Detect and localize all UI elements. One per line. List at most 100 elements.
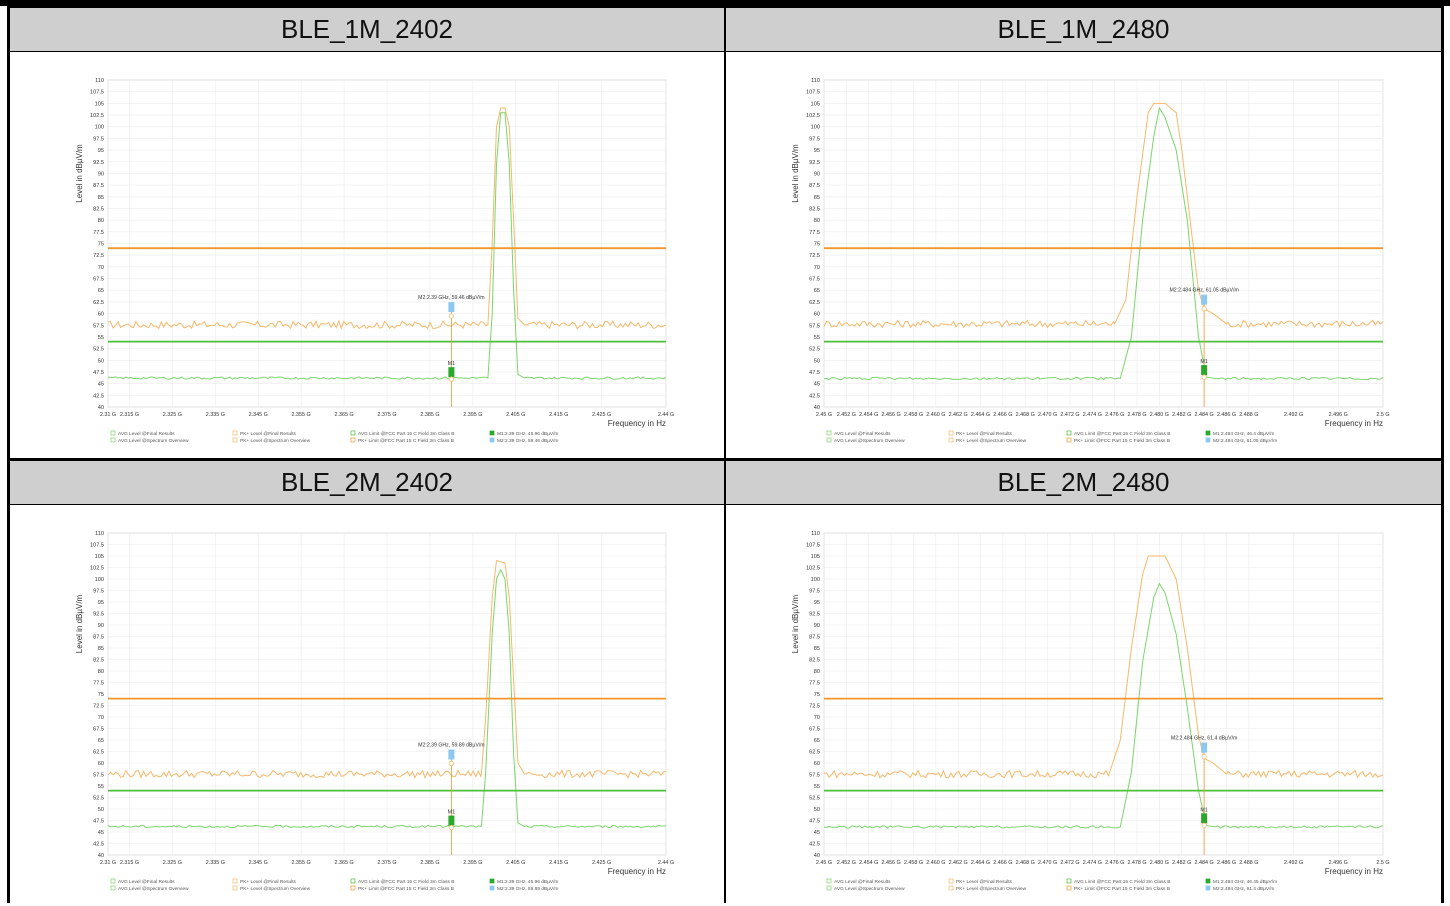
x-tick-label: 2.496 G: [1329, 860, 1348, 866]
y-tick-label: 72.5: [93, 704, 104, 710]
legend-swatch: [949, 886, 953, 890]
y-tick-label: 60: [814, 761, 820, 767]
m2-point: [449, 761, 453, 765]
legend-entry: AVG Limit @FCC Part 15 C Field 3m Class …: [1074, 879, 1170, 885]
y-tick-label: 40: [814, 853, 820, 859]
legend-swatch: [1067, 438, 1071, 442]
legend-swatch: [111, 886, 115, 890]
m2-marker: [448, 750, 454, 760]
legend-entry: PK+ Limit @FCC Part 15 C Field 3m Class …: [358, 886, 454, 892]
y-tick-label: 70: [814, 265, 820, 271]
x-tick-label: 2.466 G: [993, 412, 1012, 418]
y-tick-label: 47.5: [93, 819, 104, 825]
legend-swatch: [949, 438, 953, 442]
m2-label: M2:2.484 GHz, 61.4 dBµV/m: [1171, 736, 1237, 742]
y-tick-label: 47.5: [809, 370, 820, 376]
legend-swatch: [490, 438, 494, 442]
y-tick-label: 77.5: [809, 681, 820, 687]
x-tick-label: 2.470 G: [1038, 860, 1057, 866]
y-tick-label: 65: [814, 288, 820, 294]
y-tick-label: 95: [98, 148, 104, 154]
y-tick-label: 62.5: [93, 750, 104, 756]
m2-label: M2:2.484 GHz, 61.05 dBµV/m: [1169, 288, 1238, 294]
y-tick-label: 90: [98, 171, 104, 177]
y-tick-label: 60: [814, 312, 820, 318]
y-tick-label: 95: [98, 600, 104, 606]
y-tick-label: 52.5: [93, 347, 104, 353]
legend-entry: PK+ Limit @FCC Part 15 C Field 3m Class …: [1074, 438, 1170, 444]
chart-area: 40 42.5 45 47.5 50 52.5 55 57.5 60 62.5 65 67.5 70 72…: [726, 505, 1441, 906]
m1-label: M1: [448, 361, 456, 367]
x-tick-label: 2.425 G: [592, 412, 611, 418]
y-tick-label: 45: [98, 382, 104, 388]
y-tick-label: 100: [811, 125, 820, 131]
y-tick-label: 102.5: [806, 113, 820, 119]
y-tick-label: 95: [814, 600, 820, 606]
x-tick-label: 2.458 G: [904, 860, 923, 866]
x-tick-label: 2.385 G: [420, 412, 439, 418]
y-tick-label: 105: [95, 554, 104, 560]
x-tick-label: 2.405 G: [506, 860, 525, 866]
x-tick-label: 2.472 G: [1060, 860, 1079, 866]
y-tick-label: 67.5: [93, 277, 104, 283]
x-axis-label: Frequency in Hz: [1325, 419, 1383, 428]
y-tick-label: 77.5: [809, 230, 820, 236]
y-tick-label: 92.5: [809, 612, 820, 618]
legend-entry: PK+ Level @Spectrum Overview: [240, 438, 311, 444]
y-tick-label: 57.5: [809, 773, 820, 779]
x-tick-label: 2.462 G: [949, 412, 968, 418]
legend-swatch: [949, 879, 953, 883]
y-tick-label: 105: [95, 101, 104, 107]
y-tick-label: 72.5: [809, 253, 820, 259]
y-tick-label: 60: [98, 312, 104, 318]
m1-point: [1202, 823, 1206, 827]
panel-ble-2m-2402: BLE_2M_2402 40 42.5 45 47.5 50 52.5 55 57.5 60 62…: [10, 461, 724, 906]
x-tick-label: 2.478 G: [1127, 860, 1146, 866]
x-tick-label: 2.454 G: [859, 860, 878, 866]
y-tick-label: 90: [814, 171, 820, 177]
legend-swatch: [1067, 886, 1071, 890]
legend-entry: M1:2.39 GHz, 45.96 dBµV/m: [497, 879, 558, 885]
legend-entry: M1:2.484 GHz, 46.4 dBµV/m: [1213, 431, 1274, 437]
y-tick-label: 65: [98, 738, 104, 744]
legend-entry: PK+ Level @Final Results: [956, 879, 1013, 885]
legend-swatch: [1067, 879, 1071, 883]
x-tick-label: 2.355 G: [292, 412, 311, 418]
x-tick-label: 2.492 G: [1284, 412, 1303, 418]
m1-marker: [448, 816, 454, 826]
x-axis-label: Frequency in Hz: [608, 867, 666, 876]
y-tick-label: 50: [814, 807, 820, 813]
y-axis-label: Level in dBµV/m: [75, 594, 84, 653]
m2-marker: [448, 302, 454, 312]
y-tick-label: 87.5: [809, 635, 820, 641]
legend-swatch: [827, 886, 831, 890]
y-tick-label: 102.5: [90, 566, 104, 572]
y-tick-label: 100: [811, 577, 820, 583]
legend-swatch: [351, 879, 355, 883]
m2-marker: [1201, 295, 1207, 305]
legend-entry: AVG Limit @FCC Part 15 C Field 3m Class …: [358, 431, 454, 437]
x-tick-label: 2.375 G: [377, 412, 396, 418]
legend-swatch: [827, 879, 831, 883]
x-tick-label: 2.484 G: [1195, 412, 1214, 418]
y-tick-label: 47.5: [809, 819, 820, 825]
x-tick-label: 2.425 G: [592, 860, 611, 866]
y-tick-label: 80: [98, 669, 104, 675]
y-tick-label: 75: [814, 242, 820, 248]
y-tick-label: 97.5: [809, 136, 820, 142]
m1-marker: [1201, 365, 1207, 375]
x-tick-label: 2.474 G: [1083, 412, 1102, 418]
m1-label: M1: [1200, 807, 1208, 813]
legend-entry: AVG Level @Final Results: [834, 431, 891, 437]
y-tick-label: 85: [98, 195, 104, 201]
legend-entry: M2:2.484 GHz, 61.4 dBµV/m: [1213, 886, 1274, 892]
legend-swatch: [827, 438, 831, 442]
legend-swatch: [233, 879, 237, 883]
y-tick-label: 82.5: [93, 658, 104, 664]
chart-area: 40 42.5 45 47.5 50 52.5 55 57.5 60 62.5 65 67.5 70 72…: [10, 505, 724, 906]
y-tick-label: 87.5: [809, 183, 820, 189]
x-tick-label: 2.468 G: [1016, 860, 1035, 866]
legend-entry: PK+ Limit @FCC Part 15 C Field 3m Class …: [358, 438, 454, 444]
y-tick-label: 60: [98, 761, 104, 767]
x-tick-label: 2.45 G: [816, 412, 832, 418]
